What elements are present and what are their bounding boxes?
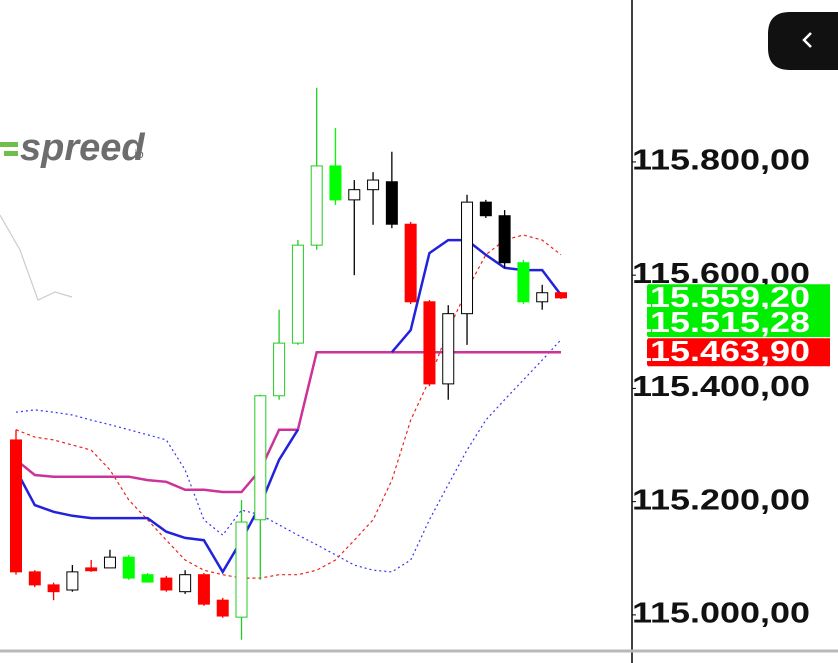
candle-body (141, 574, 154, 583)
candle-body (461, 201, 474, 315)
candle-body (291, 244, 304, 344)
candle-body (536, 292, 549, 303)
logo-mark (0, 142, 18, 147)
badge-label: 115.463,90 (632, 336, 810, 368)
candle-body (329, 165, 342, 201)
logo-mark (4, 151, 18, 156)
price-badge: 115.515,28 (632, 307, 830, 339)
candle-body (479, 201, 492, 217)
candle-body (197, 574, 210, 605)
plot-area: spreed .io (0, 87, 567, 640)
candle-body (348, 189, 361, 201)
badge-label: 115.515,28 (632, 307, 810, 339)
indicator-line (15, 339, 562, 573)
badge-shape (647, 309, 830, 338)
candle-body (423, 301, 436, 385)
candle-body (385, 181, 398, 225)
candle-body (442, 313, 455, 385)
candle-body (179, 574, 192, 593)
candle-body (28, 571, 41, 586)
candle-body (216, 599, 229, 617)
candle-body (404, 223, 417, 303)
candle-body (367, 179, 380, 191)
candle-body (235, 521, 248, 618)
logo: spreed (20, 127, 145, 169)
y-tick-label: 115.200,00 (632, 484, 810, 516)
y-tick-label: 115.000,00 (632, 598, 810, 630)
candle-body (10, 439, 22, 573)
candle-body (160, 577, 173, 591)
candle-body (273, 342, 286, 397)
price-axis: 115.000,00115.200,00115.400,00115.600,00… (632, 145, 810, 630)
background-line (0, 214, 73, 301)
candle-body (66, 571, 79, 591)
candle-body (103, 556, 116, 569)
indicator-line (14, 238, 562, 575)
badge-label: 115.559,20 (632, 282, 810, 314)
candle-body (498, 215, 511, 264)
candle-body (122, 556, 135, 579)
collapse-button[interactable] (768, 12, 838, 70)
price-badge: 115.463,90 (632, 336, 830, 368)
badge-shape (647, 338, 830, 367)
candle-body (555, 292, 567, 299)
candle-body (47, 584, 60, 593)
indicator-line (15, 234, 562, 579)
indicator-line (15, 350, 561, 494)
candle-body (254, 395, 267, 521)
chevron-icon (802, 32, 812, 48)
y-tick-label: 115.800,00 (632, 145, 810, 177)
price-badge: 115.559,20 (632, 282, 830, 314)
badge-shape (647, 284, 830, 313)
logo-suffix: .io (131, 147, 144, 161)
candle-body (517, 262, 530, 303)
y-tick-label: 115.400,00 (632, 371, 810, 403)
candle-body (310, 165, 323, 246)
candle-body (85, 567, 98, 572)
